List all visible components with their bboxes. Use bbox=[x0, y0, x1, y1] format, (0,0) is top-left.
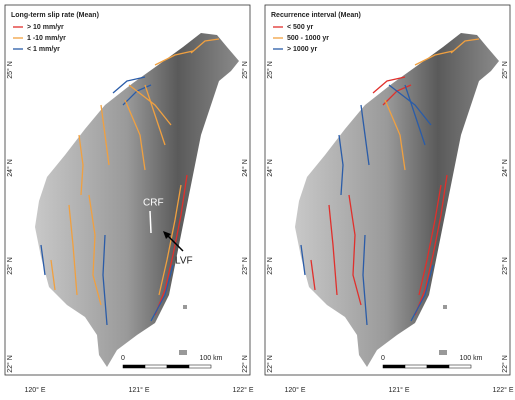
fault-line bbox=[154, 50, 194, 66]
fault-line bbox=[338, 134, 344, 196]
longitude-label: 122° E bbox=[492, 386, 513, 394]
scale-segment bbox=[144, 364, 168, 369]
scale-segment bbox=[166, 364, 190, 369]
fault-line bbox=[372, 76, 406, 94]
fault-line bbox=[362, 234, 368, 326]
fault-line bbox=[328, 204, 338, 296]
legend-label: < 1 mm/yr bbox=[27, 46, 60, 53]
scale-start: 0 bbox=[381, 355, 385, 362]
fault-line bbox=[310, 259, 316, 291]
longitude-label: 120° E bbox=[284, 386, 305, 394]
fault-line bbox=[40, 244, 46, 276]
scale-segment bbox=[404, 364, 428, 369]
fault-line bbox=[102, 234, 108, 326]
latitude-label: 25° N bbox=[501, 61, 509, 79]
legend-label: 500 - 1000 yr bbox=[287, 35, 329, 42]
legend-box bbox=[7, 7, 135, 59]
scale-start: 0 bbox=[121, 355, 125, 362]
fault-line bbox=[410, 264, 434, 322]
legend-title: Recurrence interval (Mean) bbox=[271, 12, 361, 19]
fault-line bbox=[100, 104, 110, 166]
legend-label: 1 -10 mm/yr bbox=[27, 35, 66, 42]
fault-line bbox=[384, 99, 406, 171]
latitude-label: 23° N bbox=[6, 257, 14, 275]
annotation-arrow bbox=[149, 210, 152, 234]
map-panel: Recurrence interval (Mean) < 500 yr 500 - … bbox=[264, 4, 511, 376]
fault-line bbox=[190, 38, 220, 54]
latitude-label: 24° N bbox=[501, 159, 509, 177]
fault-line bbox=[154, 174, 188, 316]
fault-line bbox=[418, 184, 442, 296]
latitude-label: 25° N bbox=[241, 61, 249, 79]
latitude-label: 22° N bbox=[6, 355, 14, 373]
fault-line bbox=[404, 84, 426, 146]
fault-line bbox=[150, 264, 174, 322]
latitude-label: 24° N bbox=[6, 159, 14, 177]
scale-segment bbox=[122, 364, 146, 369]
fault-line bbox=[144, 84, 166, 146]
longitude-label: 121° E bbox=[388, 386, 409, 394]
arrow-head bbox=[163, 231, 171, 239]
legend-box bbox=[267, 7, 395, 59]
scale-segment bbox=[188, 364, 212, 369]
latitude-label: 25° N bbox=[6, 61, 14, 79]
legend-label: > 10 mm/yr bbox=[27, 24, 64, 31]
fault-line bbox=[112, 76, 146, 94]
latitude-label: 23° N bbox=[266, 257, 274, 275]
legend-title: Long-term slip rate (Mean) bbox=[11, 12, 99, 19]
islet bbox=[443, 305, 447, 309]
fault-line bbox=[300, 244, 306, 276]
scale-segment bbox=[382, 364, 406, 369]
latitude-label: 24° N bbox=[241, 159, 249, 177]
fault-line bbox=[388, 84, 432, 126]
longitude-label: 121° E bbox=[128, 386, 149, 394]
scale-end: 100 km bbox=[200, 355, 223, 362]
fault-line bbox=[360, 104, 370, 166]
latitude-label: 24° N bbox=[266, 159, 274, 177]
latitude-label: 22° N bbox=[501, 355, 509, 373]
fault-line bbox=[450, 38, 480, 54]
fault-line bbox=[50, 259, 56, 291]
longitude-label: 122° E bbox=[232, 386, 253, 394]
islet bbox=[183, 305, 187, 309]
fault-line bbox=[414, 174, 448, 316]
fault-line bbox=[68, 204, 78, 296]
latitude-label: 23° N bbox=[241, 257, 249, 275]
islet bbox=[439, 350, 447, 355]
latitude-label: 22° N bbox=[266, 355, 274, 373]
fault-line bbox=[88, 194, 102, 306]
annotation: CRF bbox=[143, 198, 164, 209]
latitude-label: 22° N bbox=[241, 355, 249, 373]
fault-line bbox=[348, 194, 362, 306]
legend-label: < 500 yr bbox=[287, 24, 314, 31]
scale-end: 100 km bbox=[460, 355, 483, 362]
latitude-label: 23° N bbox=[501, 257, 509, 275]
scale-segment bbox=[448, 364, 472, 369]
latitude-label: 25° N bbox=[266, 61, 274, 79]
longitude-label: 120° E bbox=[24, 386, 45, 394]
annotation: LVF bbox=[175, 256, 193, 267]
legend-label: > 1000 yr bbox=[287, 46, 317, 53]
fault-line bbox=[414, 50, 454, 66]
fault-line bbox=[128, 84, 172, 126]
map-panel: Long-term slip rate (Mean) > 10 mm/yr 1 -1… bbox=[4, 4, 251, 376]
fault-line bbox=[124, 99, 146, 171]
fault-line bbox=[78, 134, 84, 196]
scale-segment bbox=[426, 364, 450, 369]
islet bbox=[179, 350, 187, 355]
